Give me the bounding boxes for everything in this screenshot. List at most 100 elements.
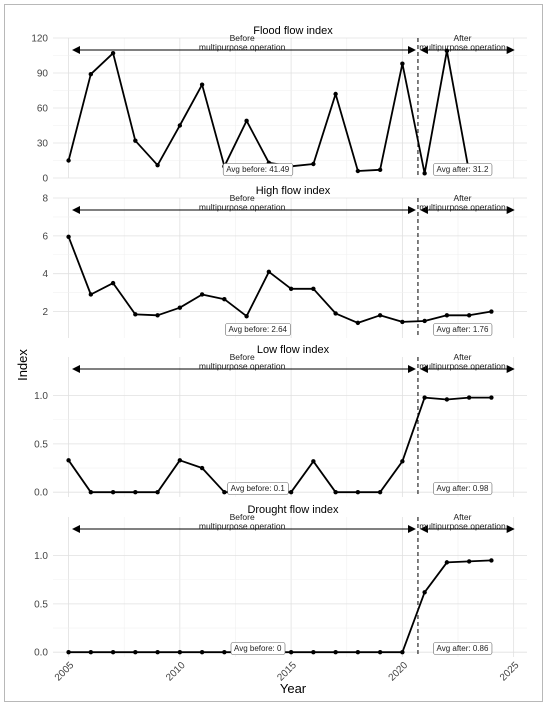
avg-before-label-group: Avg before: 41.49	[222, 163, 294, 176]
data-point	[199, 649, 205, 655]
series-line	[67, 236, 492, 324]
y-tick-label: 6	[42, 231, 48, 242]
y-tick-label: 0	[42, 174, 48, 185]
data-point	[88, 489, 94, 495]
before-label: Before	[230, 33, 255, 43]
avg-after-label-box	[433, 323, 493, 336]
panel-title: Flood flow index	[253, 25, 333, 37]
avg-after-label-box	[433, 642, 493, 655]
series-line	[67, 396, 492, 494]
data-point	[199, 465, 205, 471]
data-point	[288, 286, 294, 292]
y-axis-label: Index	[15, 349, 30, 381]
x-axis-label: Year	[280, 681, 307, 696]
after-label: After	[453, 352, 471, 362]
data-point	[66, 158, 71, 163]
data-point	[311, 459, 316, 464]
avg-before-label: Avg before: 0.1	[231, 484, 286, 493]
avg-before-label: Avg before: 41.49	[226, 165, 290, 174]
data-point	[133, 312, 138, 317]
data-point	[444, 313, 450, 318]
avg-before-label-group: Avg before: 0.1	[227, 482, 289, 495]
data-point	[177, 649, 183, 655]
avg-before-label-group: Avg before: 2.64	[225, 323, 291, 336]
before-label: Before	[230, 352, 255, 362]
data-point	[155, 649, 160, 655]
data-point	[422, 171, 427, 176]
data-point	[222, 297, 227, 302]
avg-after-label-box	[433, 163, 493, 176]
x-tick-label: 2010	[164, 660, 188, 684]
data-point	[444, 48, 450, 54]
avg-before-label-group: Avg before: 0	[230, 642, 286, 655]
data-point	[489, 558, 494, 563]
data-point	[466, 559, 472, 564]
y-tick-label: 1.0	[34, 551, 48, 562]
data-point	[66, 649, 71, 655]
avg-after-label: Avg after: 31.2	[437, 165, 489, 174]
data-point	[244, 118, 249, 124]
y-tick-label: 120	[31, 34, 48, 45]
data-point	[400, 319, 405, 325]
data-point	[355, 489, 361, 495]
y-tick-label: 0.0	[34, 488, 48, 499]
data-point	[244, 314, 249, 319]
data-point	[177, 305, 183, 310]
data-point	[400, 459, 405, 464]
y-tick-label: 0.5	[34, 439, 48, 450]
avg-after-label: Avg after: 1.76	[437, 325, 489, 334]
data-point	[88, 649, 94, 655]
before-label: multipurpose operation	[199, 361, 286, 371]
data-point	[422, 395, 427, 400]
data-point	[400, 649, 405, 655]
after-label: multipurpose operation	[419, 42, 506, 52]
data-point	[489, 395, 494, 400]
data-point	[311, 649, 316, 655]
avg-before-label-box	[230, 642, 286, 655]
before-label: multipurpose operation	[199, 521, 286, 531]
data-point	[400, 61, 405, 66]
data-point	[88, 71, 94, 77]
data-point	[110, 649, 116, 655]
avg-after-label-group: Avg after: 0.98	[433, 482, 493, 495]
data-point	[155, 162, 160, 168]
data-point	[133, 489, 138, 495]
after-label: After	[453, 512, 471, 522]
avg-after-label: Avg after: 0.98	[437, 484, 489, 493]
avg-before-label-box	[222, 163, 294, 176]
data-point	[155, 313, 160, 318]
panel-title: High flow index	[256, 185, 331, 197]
data-point	[88, 292, 94, 297]
data-point	[222, 489, 227, 495]
data-point	[355, 649, 361, 655]
data-point	[199, 82, 205, 87]
data-point	[110, 280, 116, 286]
y-tick-label: 0.5	[34, 599, 48, 610]
after-label: multipurpose operation	[419, 521, 506, 531]
data-point	[266, 269, 272, 274]
data-point	[333, 91, 338, 97]
series-line	[67, 49, 470, 175]
data-point	[177, 123, 183, 128]
data-point	[311, 286, 316, 292]
panel-title: Drought flow index	[247, 504, 339, 516]
data-point	[177, 458, 183, 463]
y-tick-label: 30	[37, 139, 49, 150]
data-point	[422, 318, 427, 324]
data-point	[377, 489, 383, 495]
data-point	[355, 168, 361, 174]
data-point	[377, 167, 383, 173]
avg-after-label-group: Avg after: 0.86	[433, 642, 493, 655]
data-point	[110, 489, 116, 495]
after-label: After	[453, 193, 471, 203]
avg-after-label-box	[433, 482, 493, 495]
data-point	[66, 458, 71, 463]
data-point	[377, 649, 383, 655]
data-point	[466, 313, 472, 318]
before-label: multipurpose operation	[199, 42, 286, 52]
avg-after-label-group: Avg after: 31.2	[433, 163, 493, 176]
data-point	[444, 560, 450, 565]
y-tick-label: 90	[37, 69, 49, 80]
data-point	[444, 397, 450, 402]
